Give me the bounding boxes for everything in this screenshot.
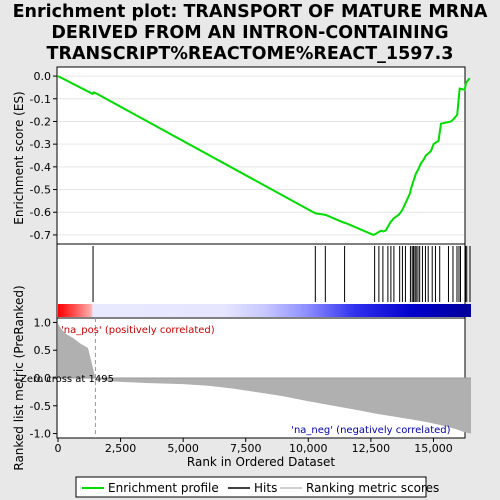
title-line-1: Enrichment plot: TRANSPORT OF MATURE MRN…	[12, 2, 488, 22]
x-tick-label: 2,500	[105, 442, 137, 455]
title-line-2: DERIVED FROM AN INTRON-CONTAINING	[51, 23, 449, 43]
zero-cross-label: Zero cross at 1495	[20, 374, 114, 385]
es-gridlines	[58, 75, 464, 236]
metric-y-axis-label: Ranked list metric (PreRanked)	[12, 285, 26, 470]
enrichment-profile-line	[57, 75, 471, 236]
legend-metric-label: Ranking metric scores	[306, 481, 439, 495]
es-y-tick-label: -0.3	[30, 138, 51, 151]
x-tick-label: 12,500	[352, 442, 391, 455]
ranking-metric-area	[58, 323, 471, 434]
es-y-tick-label: -0.1	[30, 93, 51, 106]
x-tick-label: 10,000	[289, 442, 328, 455]
es-y-tick-label: -0.6	[30, 206, 51, 219]
es-y-tick-label: -0.4	[30, 161, 51, 174]
es-y-tick-label: -0.5	[30, 184, 51, 197]
x-axis-label: Rank in Ordered Dataset	[187, 455, 335, 469]
chart-title: Enrichment plot: TRANSPORT OF MATURE MRN…	[0, 2, 500, 65]
metric-y-tick-label: 0.0	[34, 372, 52, 385]
x-tick-label: 5,000	[167, 442, 199, 455]
metric-y-tick-label: -1.0	[30, 428, 51, 441]
es-y-axis: 0.0 -0.1 -0.2 -0.3 -0.4 -0.5 -0.6 -0.7	[30, 70, 57, 242]
metric-y-tick-label: 0.5	[34, 344, 52, 357]
es-y-tick-label: -0.7	[30, 229, 51, 242]
x-tick-label: 7,500	[230, 442, 262, 455]
hit-lines	[92, 246, 471, 302]
legend-box	[75, 476, 427, 498]
legend-hits-label: Hits	[254, 481, 277, 495]
negative-correlation-label: 'na_neg' (negatively correlated)	[291, 425, 450, 436]
es-y-tick-label: 0.0	[34, 70, 52, 83]
es-y-axis-label: Enrichment score (ES)	[12, 91, 26, 224]
title-line-3: TRANSCRIPT%REACTOME%REACT_1597.3	[46, 44, 454, 64]
positive-correlation-label: 'na_pos' (positively correlated)	[61, 325, 215, 336]
rank-color-bar	[58, 304, 471, 317]
metric-y-tick-label: -0.5	[30, 400, 51, 413]
metric-y-axis: 1.0 0.5 0.0 -0.5 -1.0	[30, 316, 57, 441]
metric-y-tick-label: 1.0	[34, 316, 52, 329]
x-tick-label: 15,000	[414, 442, 453, 455]
x-tick-label: 0	[55, 442, 62, 455]
legend-enrichment-label: Enrichment profile	[108, 481, 219, 495]
es-y-tick-label: -0.2	[30, 115, 51, 128]
es-panel-frame	[56, 66, 466, 245]
x-axis: 0 2,500 5,000 7,500 10,000 12,500 15,000	[55, 438, 453, 455]
